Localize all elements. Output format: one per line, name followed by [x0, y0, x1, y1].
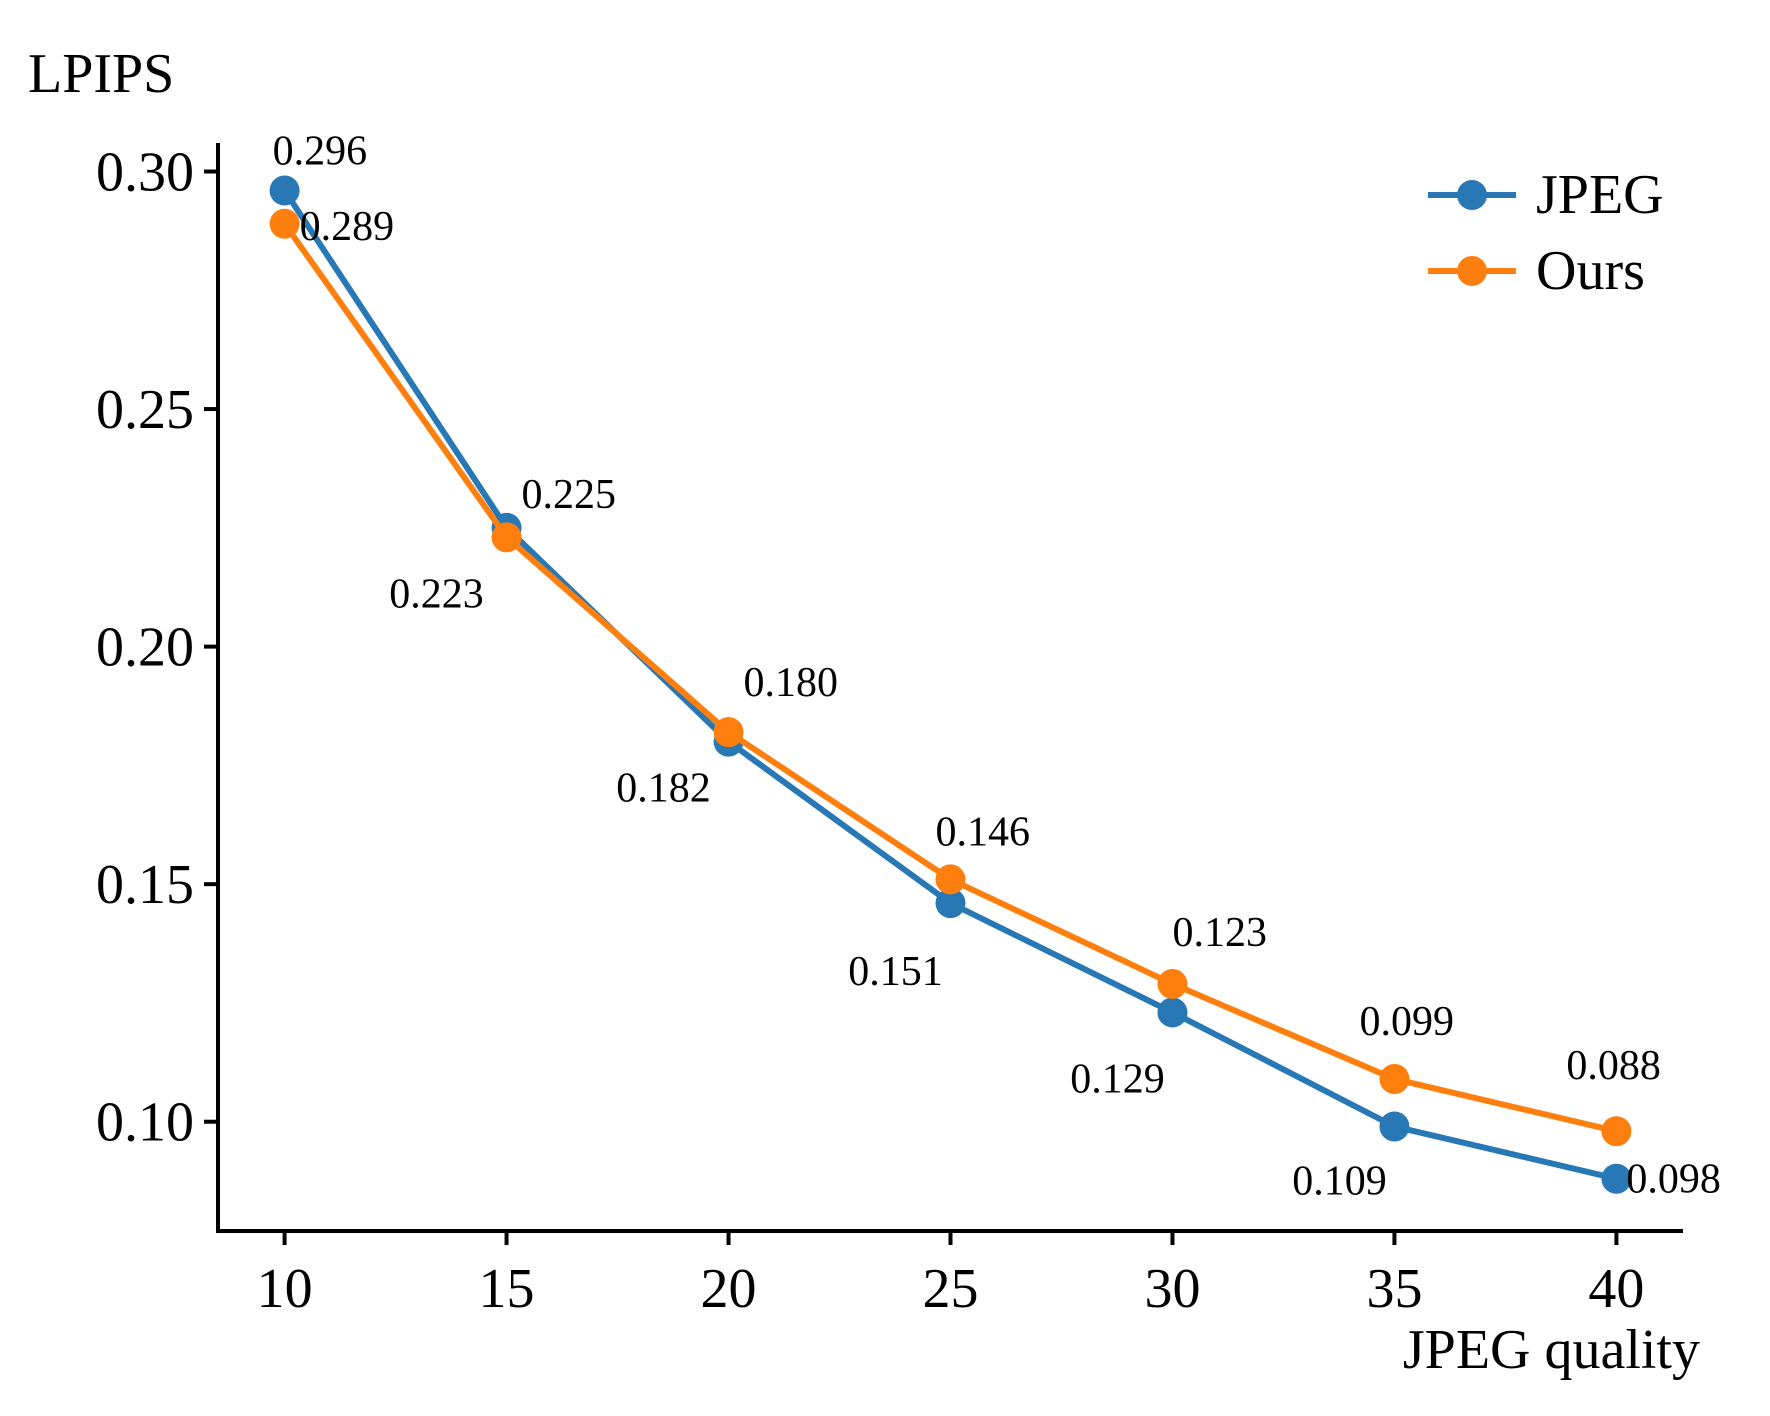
y-axis-label: LPIPS — [28, 43, 174, 105]
value-label-ours: 0.223 — [389, 571, 484, 617]
x-ticks: 10 15 20 25 30 35 40 — [257, 1231, 1644, 1320]
value-label-jpeg: 0.296 — [273, 129, 368, 175]
data-point-jpeg — [1379, 1111, 1410, 1142]
y-tick-label: 0.25 — [96, 379, 194, 441]
value-label-jpeg: 0.098 — [1626, 1157, 1721, 1203]
data-point-jpeg — [1157, 997, 1188, 1028]
value-label-jpeg: 0.129 — [1070, 1056, 1165, 1102]
data-point-jpeg — [935, 888, 966, 919]
value-label-ours: 0.088 — [1566, 1043, 1661, 1089]
x-tick-label: 20 — [701, 1258, 757, 1320]
y-tick-label: 0.15 — [96, 854, 194, 916]
data-point-ours — [269, 208, 300, 239]
data-point-ours — [1601, 1116, 1632, 1147]
y-tick-label: 0.10 — [96, 1092, 194, 1154]
value-label-jpeg: 0.225 — [522, 472, 617, 518]
value-label-jpeg: 0.182 — [616, 766, 711, 812]
legend-label-ours: Ours — [1536, 240, 1645, 302]
x-tick-label: 10 — [257, 1258, 313, 1320]
data-point-ours — [491, 522, 522, 553]
legend-marker-jpeg — [1457, 180, 1487, 210]
x-tick-label: 40 — [1588, 1258, 1644, 1320]
value-label-ours: 0.123 — [1172, 910, 1267, 956]
data-point-ours — [935, 864, 966, 895]
legend-label-jpeg: JPEG — [1536, 164, 1664, 226]
data-point-jpeg — [269, 175, 300, 206]
x-tick-label: 25 — [923, 1258, 979, 1320]
value-label-ours: 0.099 — [1359, 999, 1454, 1045]
value-label-ours: 0.289 — [300, 204, 395, 250]
y-tick-label: 0.30 — [96, 142, 194, 204]
y-ticks: 0.10 0.15 0.20 0.25 0.30 — [96, 142, 218, 1154]
x-tick-label: 30 — [1144, 1258, 1200, 1320]
series-line-ours — [281, 220, 1620, 1135]
value-label-ours: 0.180 — [744, 660, 839, 706]
value-label-jpeg: 0.151 — [848, 949, 943, 995]
series-layer — [269, 175, 1632, 1194]
data-point-jpeg — [1601, 1163, 1632, 1194]
value-label-jpeg: 0.109 — [1292, 1158, 1387, 1204]
value-label-ours: 0.146 — [936, 809, 1031, 855]
value-labels: 0.296 0.225 0.182 0.151 0.129 0.109 0.098 0.289… — [273, 129, 1721, 1205]
data-point-ours — [1379, 1063, 1410, 1094]
x-axis-label: JPEG quality — [1403, 1319, 1700, 1381]
legend-marker-ours — [1457, 256, 1487, 286]
data-point-ours — [1157, 968, 1188, 999]
y-tick-label: 0.20 — [96, 617, 194, 679]
x-tick-label: 15 — [479, 1258, 535, 1320]
legend: JPEG Ours — [1428, 164, 1664, 302]
data-point-ours — [713, 717, 744, 748]
x-tick-label: 35 — [1366, 1258, 1422, 1320]
